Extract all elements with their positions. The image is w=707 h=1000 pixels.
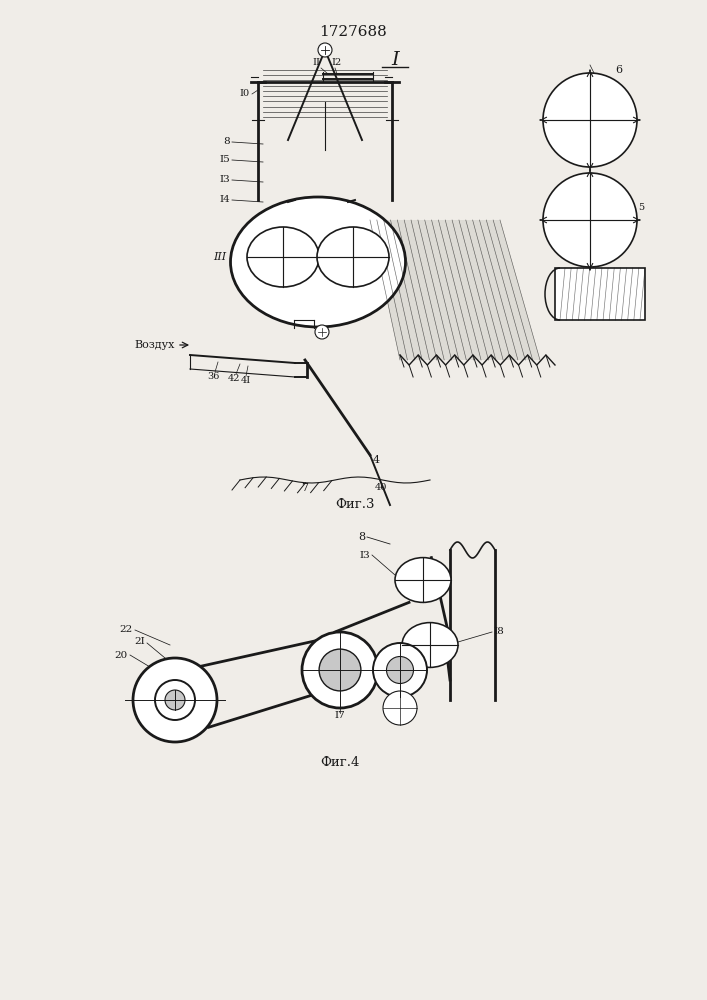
Text: I3: I3	[219, 176, 230, 184]
Text: 20: 20	[115, 650, 128, 660]
Circle shape	[373, 643, 427, 697]
Ellipse shape	[230, 197, 406, 327]
Circle shape	[318, 43, 332, 57]
Text: 8: 8	[358, 532, 365, 542]
Circle shape	[155, 680, 195, 720]
Text: I9: I9	[395, 703, 405, 712]
Text: 8: 8	[223, 137, 230, 146]
Text: I2: I2	[331, 58, 341, 67]
Circle shape	[543, 73, 637, 167]
Circle shape	[383, 691, 417, 725]
Text: Фиг.4: Фиг.4	[320, 756, 360, 768]
Polygon shape	[370, 220, 540, 360]
Circle shape	[315, 325, 329, 339]
Text: I8: I8	[493, 628, 504, 637]
Text: I4: I4	[219, 196, 230, 205]
Circle shape	[165, 690, 185, 710]
Text: 4: 4	[373, 455, 380, 465]
Ellipse shape	[247, 227, 319, 287]
Circle shape	[302, 632, 378, 708]
Text: I: I	[391, 51, 399, 69]
Text: 42: 42	[228, 374, 240, 383]
Text: 2I: 2I	[134, 638, 145, 647]
Bar	[555, 268, 645, 320]
Text: 7: 7	[301, 483, 308, 493]
Circle shape	[543, 173, 637, 267]
Text: I7: I7	[334, 710, 346, 720]
Text: 22: 22	[119, 626, 133, 635]
Text: I3: I3	[359, 550, 370, 560]
Circle shape	[387, 656, 414, 684]
Circle shape	[133, 658, 217, 742]
Text: 5: 5	[638, 202, 644, 212]
Circle shape	[319, 649, 361, 691]
Text: II: II	[312, 58, 320, 67]
Ellipse shape	[317, 227, 389, 287]
Text: Воздух: Воздух	[134, 340, 175, 350]
Text: Фиг.3: Фиг.3	[335, 498, 375, 512]
Text: I5: I5	[219, 155, 230, 164]
Text: 1727688: 1727688	[319, 25, 387, 39]
Text: 40: 40	[375, 484, 387, 492]
Ellipse shape	[395, 558, 451, 602]
Text: 6: 6	[615, 65, 622, 75]
Text: 36: 36	[207, 372, 219, 381]
Text: 4I: 4I	[241, 376, 251, 385]
Text: I0: I0	[240, 90, 250, 99]
Ellipse shape	[402, 623, 458, 667]
Text: III: III	[213, 252, 226, 262]
